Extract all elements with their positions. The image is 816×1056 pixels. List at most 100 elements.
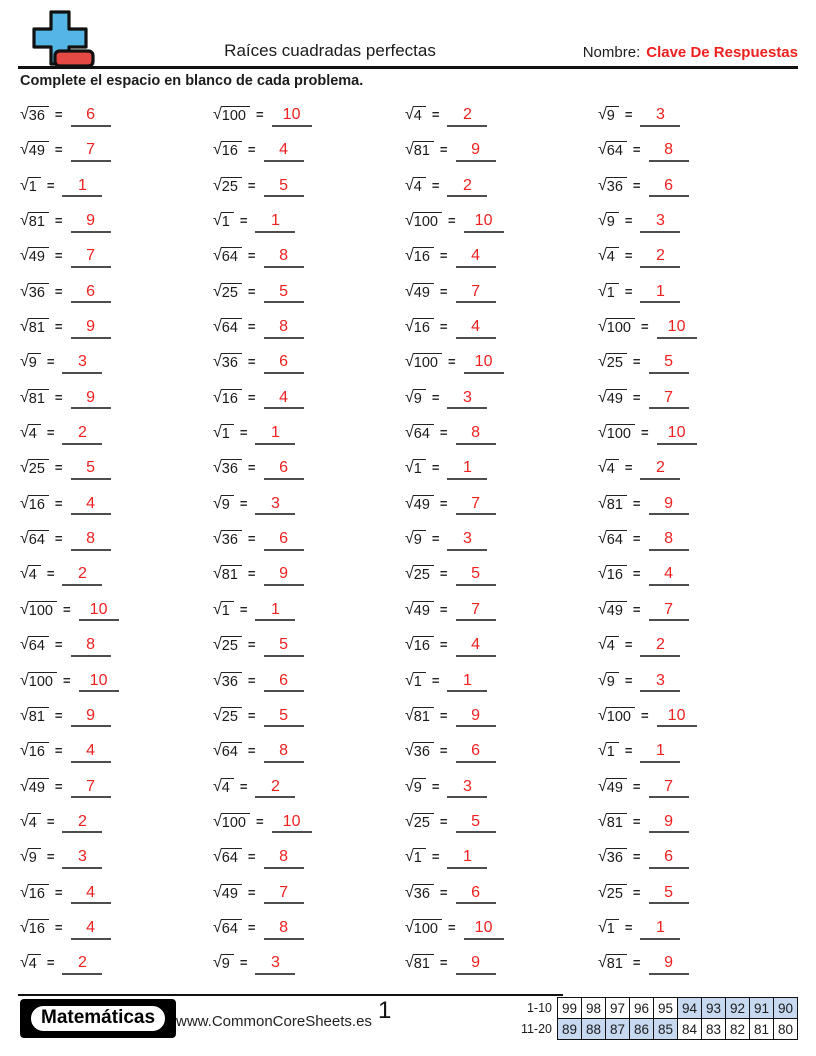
answer-blank: 3 xyxy=(640,212,681,233)
radicand: 25 xyxy=(27,459,49,480)
radicand: 16 xyxy=(220,388,242,410)
sqrt-icon: √ xyxy=(213,600,222,618)
equals-sign: = xyxy=(632,849,641,865)
radicand: 16 xyxy=(27,742,49,763)
equals-sign: = xyxy=(54,142,63,158)
answer-blank: 6 xyxy=(263,459,304,481)
answer-blank: 10 xyxy=(463,919,504,940)
score-table: 1-10 99 98 97 96 95 94 93 92 91 90 11-20 89 88 87 86 85 8… xyxy=(514,997,798,1040)
sqrt-icon: √ xyxy=(20,494,29,512)
radical-expression: √ 16 xyxy=(20,883,49,905)
sqrt-icon: √ xyxy=(213,530,222,548)
problem-c2-r19: √ 64 = 8 xyxy=(213,735,405,770)
radicand: 100 xyxy=(27,671,57,693)
answer-blank: 7 xyxy=(648,778,689,799)
sqrt-icon: √ xyxy=(213,318,222,336)
radicand: 16 xyxy=(27,883,49,905)
radical-expression: √ 25 xyxy=(213,636,242,657)
worksheet-header: Raíces cuadradas perfectas Nombre: Clave … xyxy=(18,0,798,69)
answer-blank: 5 xyxy=(648,884,689,905)
problem-c2-r11: √ 36 = 6 xyxy=(213,452,405,487)
radicand: 100 xyxy=(605,424,635,445)
equals-sign: = xyxy=(46,177,55,193)
radical-expression: √ 16 xyxy=(20,494,49,516)
answer-blank: 9 xyxy=(648,954,689,975)
radical-expression: √ 81 xyxy=(598,812,627,834)
answer-blank: 4 xyxy=(263,389,304,410)
equals-sign: = xyxy=(54,778,63,794)
radicand: 1 xyxy=(412,671,426,693)
answer-blank: 7 xyxy=(70,141,111,162)
sqrt-icon: √ xyxy=(213,954,222,972)
sqrt-icon: √ xyxy=(20,212,29,230)
radical-expression: √ 25 xyxy=(213,282,242,304)
answer-blank: 2 xyxy=(62,813,103,834)
answer-blank: 10 xyxy=(271,106,312,127)
score-row-2: 11-20 89 88 87 86 85 84 83 82 81 80 xyxy=(514,1018,798,1040)
sqrt-icon: √ xyxy=(213,494,222,512)
equals-sign: = xyxy=(439,955,448,971)
equals-sign: = xyxy=(439,743,448,759)
answer-blank: 3 xyxy=(640,106,681,127)
answer-blank: 8 xyxy=(70,636,111,657)
radicand: 36 xyxy=(220,459,242,480)
equals-sign: = xyxy=(640,425,649,441)
answer-blank: 1 xyxy=(255,601,296,622)
radicand: 4 xyxy=(412,106,426,127)
sqrt-icon: √ xyxy=(213,565,222,583)
sqrt-icon: √ xyxy=(213,424,222,442)
answer-blank: 8 xyxy=(263,742,304,763)
score-cell: 91 xyxy=(749,997,774,1019)
answer-blank: 4 xyxy=(455,318,496,339)
problem-c2-r16: √ 25 = 5 xyxy=(213,629,405,664)
score-range-label: 1-10 xyxy=(526,1001,552,1015)
equals-sign: = xyxy=(439,707,448,723)
sqrt-icon: √ xyxy=(405,424,414,442)
score-cell: 98 xyxy=(581,997,606,1019)
equals-sign: = xyxy=(239,601,248,617)
sqrt-icon: √ xyxy=(405,918,414,936)
problem-c2-r8: √ 36 = 6 xyxy=(213,346,405,381)
sqrt-icon: √ xyxy=(20,671,29,689)
problem-c3-r20: √ 9 = 3 xyxy=(405,771,598,806)
radicand: 36 xyxy=(605,176,627,198)
radicand: 49 xyxy=(412,494,434,516)
problem-c4-r21: √ 81 = 9 xyxy=(598,806,798,841)
equals-sign: = xyxy=(54,919,63,935)
radical-expression: √ 36 xyxy=(213,671,242,693)
radicand: 64 xyxy=(220,848,242,869)
equals-sign: = xyxy=(54,495,63,511)
equals-sign: = xyxy=(62,672,71,688)
equals-sign: = xyxy=(624,919,633,935)
radical-expression: √ 1 xyxy=(598,282,619,304)
radical-expression: √ 16 xyxy=(20,918,49,940)
answer-key-label: Clave De Respuestas xyxy=(646,44,798,61)
radical-expression: √ 4 xyxy=(20,954,41,975)
radicand: 100 xyxy=(220,812,250,834)
answer-blank: 4 xyxy=(70,919,111,940)
problem-c4-r23: √ 25 = 5 xyxy=(598,877,798,912)
problem-c4-r18: √ 100 = 10 xyxy=(598,700,798,735)
problem-c3-r19: √ 36 = 6 xyxy=(405,735,598,770)
radicand: 4 xyxy=(27,565,41,586)
problem-c2-r22: √ 64 = 8 xyxy=(213,841,405,876)
answer-blank: 8 xyxy=(648,141,689,162)
answer-blank: 1 xyxy=(640,742,681,763)
sqrt-icon: √ xyxy=(20,247,29,265)
radicand: 64 xyxy=(605,530,627,551)
problem-c1-r2: √ 49 = 7 xyxy=(20,134,213,169)
answer-blank: 1 xyxy=(447,848,488,869)
answer-blank: 2 xyxy=(255,778,296,799)
radicand: 25 xyxy=(605,883,627,905)
radical-expression: √ 9 xyxy=(598,106,619,127)
problem-c3-r8: √ 100 = 10 xyxy=(405,346,598,381)
answer-blank: 7 xyxy=(263,884,304,905)
radical-expression: √ 1 xyxy=(405,671,426,693)
radicand: 64 xyxy=(412,424,434,445)
answer-blank: 10 xyxy=(463,212,504,233)
answer-blank: 5 xyxy=(455,565,496,587)
answer-blank: 6 xyxy=(263,530,304,551)
radical-expression: √ 64 xyxy=(405,424,434,445)
equals-sign: = xyxy=(624,213,633,229)
sqrt-icon: √ xyxy=(213,176,222,194)
